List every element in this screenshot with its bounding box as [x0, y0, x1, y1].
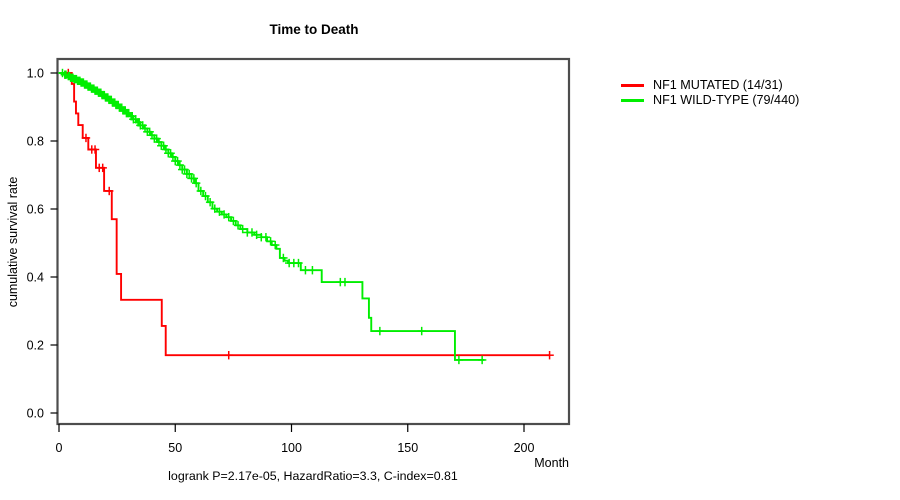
km-curve-wildtype	[59, 72, 485, 361]
y-axis-label: cumulative survival rate	[6, 176, 20, 308]
legend-item-mutated: NF1 MUTATED (14/31)	[621, 79, 799, 92]
x-tick-label: 150	[397, 441, 418, 455]
legend: NF1 MUTATED (14/31) NF1 WILD-TYPE (79/440…	[621, 79, 799, 107]
y-tick-label: 0.0	[27, 406, 44, 420]
plot-box	[56, 57, 571, 426]
legend-label: NF1 MUTATED (14/31)	[653, 78, 783, 92]
y-tick-label: 1.0	[27, 66, 44, 80]
y-tick-label: 0.4	[27, 270, 44, 284]
legend-label: NF1 WILD-TYPE (79/440)	[653, 93, 800, 107]
y-tick-label: 0.6	[27, 202, 44, 216]
chart-title: Time to Death	[269, 22, 359, 37]
x-tick-label: 50	[168, 441, 182, 455]
x-axis-label: Month	[534, 456, 569, 470]
legend-line-swatch	[621, 99, 644, 102]
y-tick-label: 0.2	[27, 338, 44, 352]
km-curve-mutated	[59, 72, 550, 357]
x-tick-label: 100	[281, 441, 302, 455]
legend-line-swatch	[621, 84, 644, 87]
x-tick-label: 200	[514, 441, 535, 455]
y-tick-label: 0.8	[27, 134, 44, 148]
legend-item-wildtype: NF1 WILD-TYPE (79/440)	[621, 94, 799, 107]
x-tick-label: 0	[56, 441, 63, 455]
stats-caption: logrank P=2.17e-05, HazardRatio=3.3, C-i…	[168, 469, 458, 483]
